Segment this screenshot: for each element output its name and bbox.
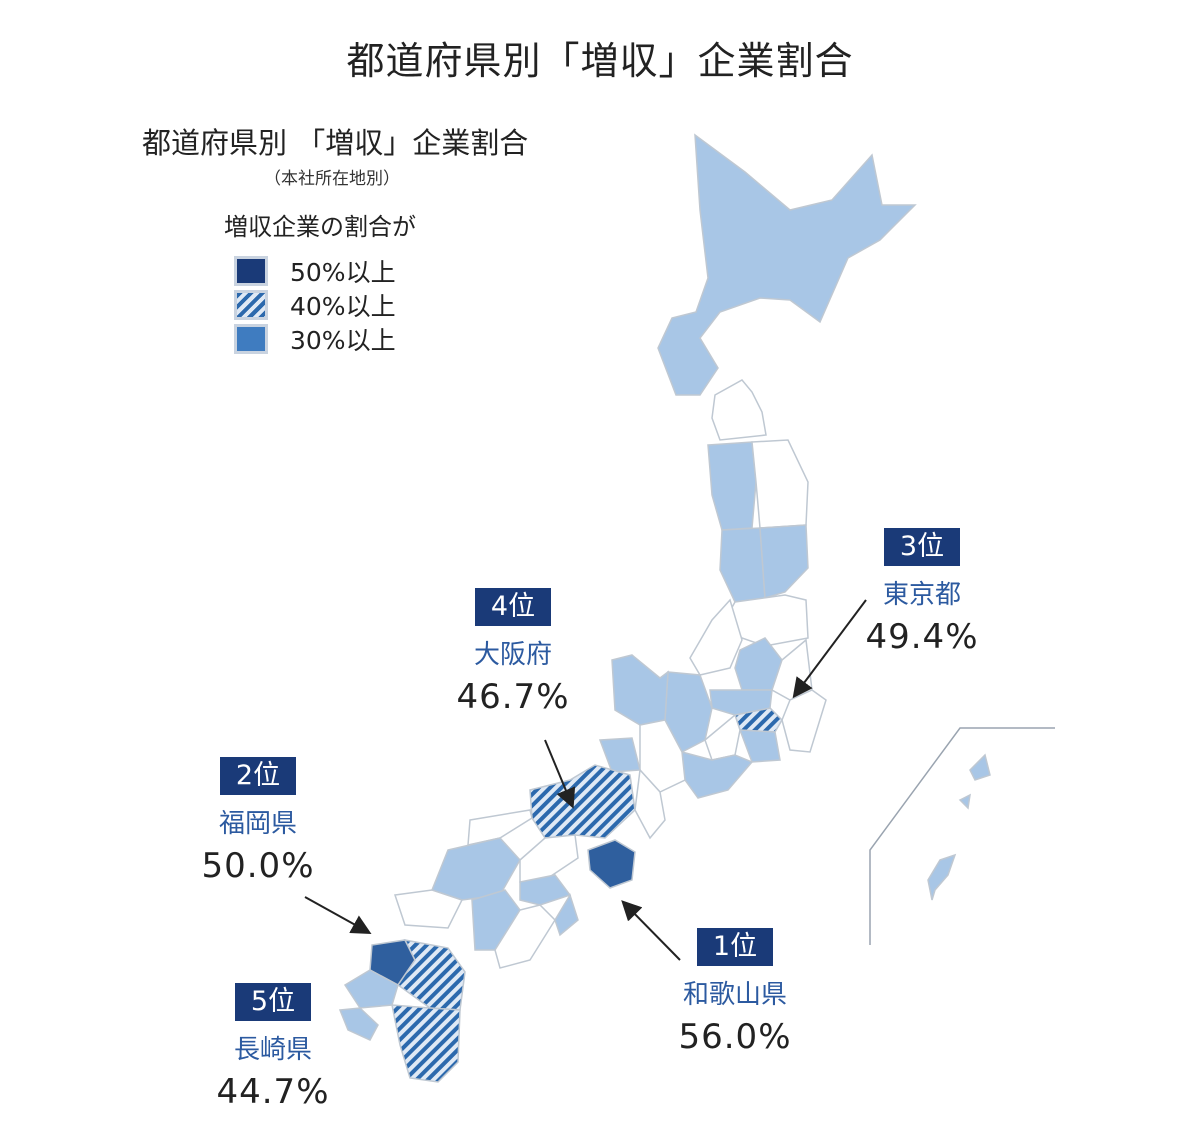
- rank-callout-2: 2位 福岡県 50.0%: [158, 757, 358, 886]
- rank-prefecture: 東京都: [882, 580, 961, 610]
- region-hokuriku: [611, 654, 669, 726]
- arrow-tokyo: [792, 599, 867, 699]
- arrow-fukuoka: [304, 896, 372, 934]
- legend-title: 都道府県別 「増収」企業割合: [142, 126, 529, 160]
- region-hyogo: [519, 834, 579, 883]
- rank-percent: 44.7%: [216, 1072, 330, 1112]
- rank-percent: 50.0%: [201, 846, 315, 886]
- region-hokkaido: [657, 133, 917, 396]
- rank-badge: 2位: [219, 757, 297, 795]
- rank-prefecture: 福岡県: [218, 809, 297, 839]
- legend-label-30: 30%以上: [290, 326, 396, 355]
- region-akita: [707, 441, 757, 531]
- rank-percent: 56.0%: [678, 1017, 792, 1057]
- region-ibaraki: [771, 638, 813, 701]
- region-kanagawa: [738, 729, 781, 763]
- region-kagawa: [519, 874, 572, 906]
- rank-prefecture: 長崎県: [233, 1035, 312, 1065]
- legend-swatch-50: [234, 256, 268, 286]
- region-nagasaki: [338, 1007, 379, 1041]
- rank-percent: 49.4%: [865, 617, 979, 657]
- rank-callout-1: 1位 和歌山県 56.0%: [635, 928, 835, 1057]
- legend-subtitle: （本社所在地別）: [264, 169, 400, 189]
- region-iwate: [751, 439, 809, 529]
- rank-callout-4: 4位 大阪府 46.7%: [413, 588, 613, 717]
- region-shizuoka: [681, 750, 754, 799]
- legend-item-30: 30%以上: [234, 322, 528, 356]
- rank-prefecture: 大阪府: [473, 640, 552, 670]
- region-saga: [343, 969, 399, 1009]
- legend-item-40: 40%以上: [234, 288, 528, 322]
- region-fukui: [598, 737, 641, 773]
- legend-label-40: 40%以上: [290, 292, 396, 321]
- region-yamagata: [719, 527, 766, 603]
- region-tottori-shimane: [467, 809, 533, 846]
- region-kinki: [529, 764, 636, 839]
- region-okinawa-b: [958, 793, 971, 810]
- legend-item-50: 50%以上: [234, 254, 528, 288]
- arrow-wakayama: [621, 900, 681, 961]
- chart-title: 都道府県別「増収」企業割合: [346, 39, 854, 83]
- region-okinawa-a: [969, 753, 991, 781]
- rank-callout-3: 3位 東京都 49.4%: [822, 528, 1022, 657]
- rank-prefecture: 和歌山県: [682, 980, 787, 1010]
- legend-caption: 増収企業の割合が: [224, 213, 416, 241]
- arrow-osaka: [544, 739, 576, 809]
- region-kagoshima-miyazaki: [391, 1004, 461, 1083]
- region-okinawa-c: [927, 853, 957, 901]
- region-miyagi: [759, 524, 809, 599]
- legend-swatch-40: [234, 290, 268, 320]
- region-mie: [634, 768, 666, 840]
- region-okayama-hiroshima: [431, 837, 521, 901]
- region-wakayama: [587, 839, 636, 889]
- rank-badge: 3位: [883, 528, 961, 566]
- rank-badge: 5位: [234, 983, 312, 1021]
- rank-percent: 46.7%: [456, 677, 570, 717]
- rank-badge: 1位: [696, 928, 774, 966]
- legend-label-50: 50%以上: [290, 258, 396, 287]
- rank-callout-5: 5位 長崎県 44.7%: [173, 983, 373, 1112]
- region-tokushima: [554, 893, 579, 937]
- okinawa-inset-frame: [869, 727, 1055, 945]
- region-yamanashi: [704, 713, 741, 761]
- rank-badge: 4位: [474, 588, 552, 626]
- legend: 都道府県別 「増収」企業割合 （本社所在地別） 増収企業の割合が 50%以上 4…: [142, 120, 528, 356]
- region-yamaguchi: [394, 889, 464, 929]
- legend-swatch-30: [234, 324, 268, 354]
- region-aomori: [711, 379, 767, 441]
